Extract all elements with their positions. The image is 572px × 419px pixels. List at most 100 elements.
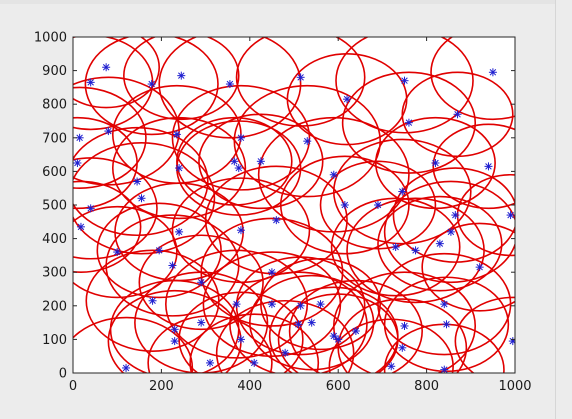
- data-point-70[interactable]: [206, 358, 215, 367]
- data-point-48[interactable]: [267, 300, 276, 309]
- data-point-29[interactable]: [506, 211, 515, 220]
- circle-70: [147, 315, 273, 373]
- data-point-39[interactable]: [168, 261, 177, 270]
- data-point-24[interactable]: [329, 170, 338, 179]
- data-point-62[interactable]: [170, 337, 179, 346]
- circle-38: [96, 202, 222, 299]
- circle-69: [215, 299, 355, 373]
- data-point-67[interactable]: [122, 363, 131, 372]
- data-point-18[interactable]: [404, 118, 413, 127]
- data-point-15[interactable]: [230, 157, 239, 166]
- data-point-47[interactable]: [232, 300, 241, 309]
- data-point-12[interactable]: [104, 127, 113, 136]
- circle-9: [430, 37, 515, 121]
- data-point-37[interactable]: [113, 248, 122, 257]
- data-point-50[interactable]: [316, 300, 325, 309]
- data-point-54[interactable]: [197, 318, 206, 327]
- circle-55: [229, 271, 368, 373]
- data-point-58[interactable]: [351, 327, 360, 335]
- circle-68: [189, 313, 320, 373]
- data-point-1[interactable]: [102, 63, 111, 72]
- data-point-57[interactable]: [400, 321, 409, 330]
- data-point-5[interactable]: [296, 73, 305, 82]
- circle-25: [332, 138, 472, 245]
- data-point-30[interactable]: [86, 204, 95, 213]
- data-point-25[interactable]: [398, 187, 407, 196]
- data-point-46[interactable]: [197, 278, 206, 287]
- circle-7: [335, 37, 474, 134]
- data-point-64[interactable]: [508, 337, 517, 346]
- data-point-22[interactable]: [175, 164, 184, 173]
- data-point-17[interactable]: [303, 137, 312, 146]
- data-point-44[interactable]: [475, 263, 484, 272]
- data-point-40[interactable]: [267, 268, 276, 277]
- data-point-36[interactable]: [446, 227, 455, 236]
- circle-20: [432, 123, 515, 210]
- data-point-31[interactable]: [137, 194, 146, 203]
- y-tick-label: 0: [59, 367, 67, 382]
- data-point-60[interactable]: [334, 335, 343, 344]
- data-point-41[interactable]: [391, 243, 400, 251]
- data-point-33[interactable]: [272, 216, 281, 225]
- data-point-49[interactable]: [296, 301, 305, 310]
- data-point-55[interactable]: [294, 320, 303, 329]
- data-point-13[interactable]: [172, 130, 181, 139]
- data-point-45[interactable]: [148, 296, 157, 305]
- circle-27: [279, 155, 410, 255]
- circle-61: [178, 291, 304, 373]
- data-point-3[interactable]: [177, 71, 186, 80]
- data-point-27[interactable]: [340, 201, 349, 209]
- data-point-4[interactable]: [225, 80, 234, 89]
- data-point-28[interactable]: [451, 211, 460, 220]
- data-point-66[interactable]: [440, 365, 449, 374]
- data-point-0[interactable]: [86, 78, 95, 87]
- data-point-63[interactable]: [398, 343, 407, 352]
- circle-28: [392, 167, 515, 263]
- data-point-52[interactable]: [442, 320, 451, 329]
- data-point-9[interactable]: [488, 68, 497, 77]
- data-point-11[interactable]: [73, 159, 82, 167]
- data-point-26[interactable]: [373, 201, 382, 209]
- circle-22: [111, 116, 247, 220]
- data-point-53[interactable]: [170, 325, 179, 334]
- data-point-14[interactable]: [236, 133, 245, 142]
- y-tick-label: 500: [42, 199, 67, 214]
- data-point-65[interactable]: [387, 362, 396, 371]
- data-point-7[interactable]: [400, 76, 409, 85]
- y-tick-label: 1000: [34, 31, 67, 46]
- circle-3: [123, 37, 240, 121]
- data-point-23[interactable]: [234, 164, 243, 173]
- data-point-6[interactable]: [343, 95, 352, 104]
- data-point-42[interactable]: [411, 246, 420, 255]
- data-point-61[interactable]: [236, 335, 245, 344]
- data-point-69[interactable]: [281, 348, 290, 357]
- circle-58: [288, 279, 423, 373]
- window-right-edge: [555, 0, 556, 419]
- x-tick-label: 1000: [498, 379, 531, 394]
- data-point-35[interactable]: [236, 226, 245, 235]
- data-point-56[interactable]: [307, 318, 316, 327]
- data-point-38[interactable]: [155, 246, 164, 255]
- data-point-34[interactable]: [175, 227, 184, 236]
- data-point-2[interactable]: [147, 80, 156, 89]
- data-point-51[interactable]: [440, 300, 449, 309]
- circle-14: [171, 84, 311, 191]
- circle-63: [337, 298, 468, 373]
- data-point-59[interactable]: [329, 332, 338, 341]
- circle-10: [73, 86, 147, 189]
- circle-31: [73, 142, 216, 255]
- circle-0: [73, 37, 154, 131]
- data-point-32[interactable]: [76, 222, 85, 231]
- marker-layer: [73, 63, 517, 374]
- data-point-43[interactable]: [435, 239, 444, 248]
- y-tick-label: 200: [42, 299, 67, 314]
- y-tick-label: 300: [42, 266, 67, 281]
- data-point-8[interactable]: [453, 110, 462, 119]
- data-point-68[interactable]: [250, 358, 259, 367]
- data-point-21[interactable]: [133, 177, 142, 186]
- data-point-19[interactable]: [431, 159, 440, 167]
- circle-57: [333, 271, 476, 373]
- data-point-20[interactable]: [484, 162, 493, 171]
- data-point-16[interactable]: [256, 157, 265, 166]
